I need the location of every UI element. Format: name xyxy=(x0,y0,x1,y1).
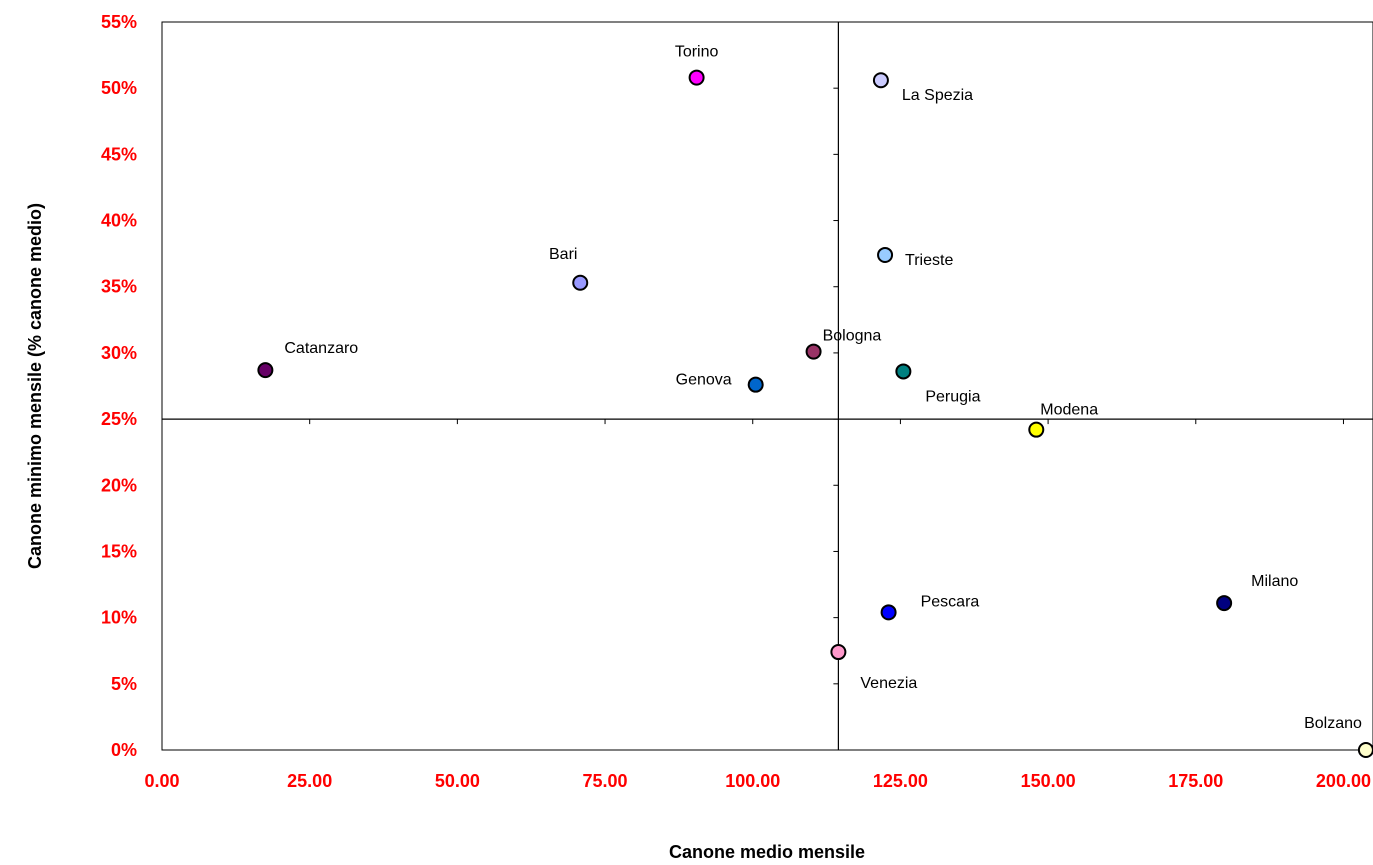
point-la-spezia xyxy=(872,72,889,89)
crosshair-axes xyxy=(161,21,1373,751)
point-milano xyxy=(1216,595,1233,612)
point-label: Pescara xyxy=(921,593,980,610)
x-tick-label: 200.00 xyxy=(1316,771,1371,791)
point-pescara xyxy=(880,604,897,621)
point-label: Torino xyxy=(675,44,719,61)
x-tick-label: 150.00 xyxy=(1021,771,1076,791)
y-tick-label: 15% xyxy=(101,541,137,561)
y-tick-label: 45% xyxy=(101,144,137,164)
x-tick-label: 125.00 xyxy=(873,771,928,791)
y-tick-label: 20% xyxy=(101,475,137,495)
point-label: Modena xyxy=(1040,402,1098,419)
x-tick-label: 100.00 xyxy=(725,771,780,791)
data-points xyxy=(257,69,1373,758)
point-label: Catanzaro xyxy=(284,340,358,357)
point-catanzaro xyxy=(257,362,274,379)
point-labels: Torino La Spezia Trieste Bari Bologna Catanza… xyxy=(284,44,1362,732)
point-label: Bari xyxy=(549,246,577,263)
point-bari xyxy=(572,274,589,291)
point-torino xyxy=(688,69,705,86)
y-tick-label: 10% xyxy=(101,608,137,628)
y-tick-label: 30% xyxy=(101,343,137,363)
point-perugia xyxy=(895,363,912,380)
x-tick-label: 50.00 xyxy=(435,771,480,791)
point-label: Bologna xyxy=(823,328,882,345)
point-venezia xyxy=(830,644,847,661)
point-bologna xyxy=(805,343,822,360)
point-label: Trieste xyxy=(905,252,953,269)
x-tick-label: 0.00 xyxy=(144,771,179,791)
x-tick-label: 175.00 xyxy=(1168,771,1223,791)
y-tick-label: 25% xyxy=(101,409,137,429)
point-trieste xyxy=(877,246,894,263)
y-tick-label: 50% xyxy=(101,78,137,98)
y-tick-label: 0% xyxy=(111,740,137,760)
point-label: Perugia xyxy=(925,388,980,405)
x-tick-label: 75.00 xyxy=(583,771,628,791)
point-bolzano xyxy=(1357,742,1373,758)
point-genova xyxy=(747,376,764,393)
x-axis-ticks: 0.00 25.00 50.00 75.00 100.00 125.00 150.00 175… xyxy=(144,771,1371,791)
point-label: Venezia xyxy=(860,675,917,692)
x-tick-label: 25.00 xyxy=(287,771,332,791)
point-label: La Spezia xyxy=(902,87,973,104)
plot-area xyxy=(161,21,1373,751)
x-axis-title: Canone medio mensile xyxy=(669,842,865,862)
y-axis-ticks: 0% 5% 10% 15% 20% 25% 30% 35% 40% 45% 50% 55% xyxy=(101,12,137,760)
y-tick-label: 5% xyxy=(111,674,137,694)
y-tick-label: 40% xyxy=(101,211,137,231)
point-modena xyxy=(1028,421,1045,438)
y-tick-label: 35% xyxy=(101,277,137,297)
point-label: Genova xyxy=(676,372,732,389)
point-label: Bolzano xyxy=(1304,715,1362,732)
y-tick-label: 55% xyxy=(101,12,137,32)
point-label: Milano xyxy=(1251,573,1298,590)
y-axis-title: Canone minimo mensile (% canone medio) xyxy=(25,203,45,569)
